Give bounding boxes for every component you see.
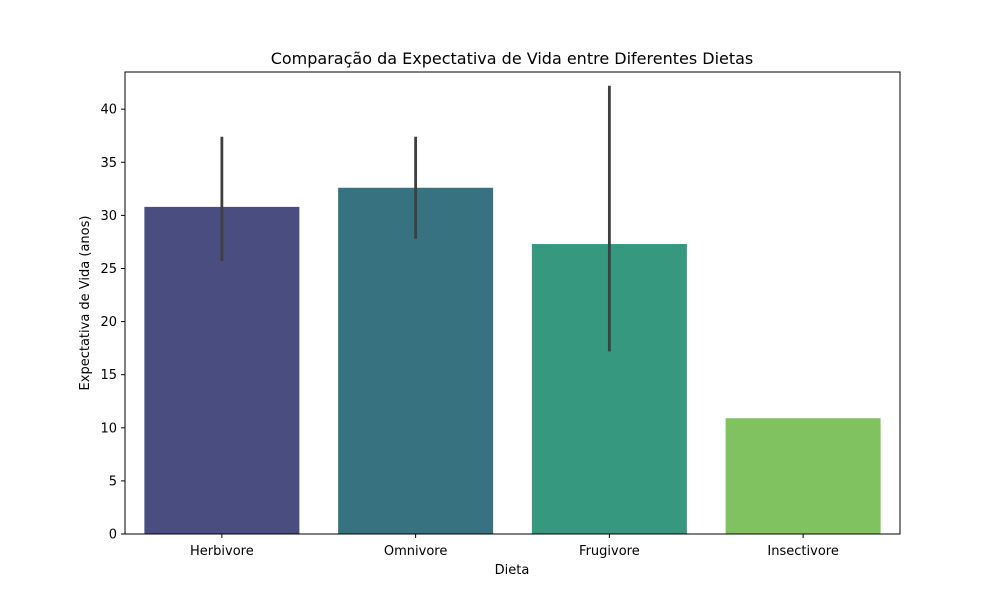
y-tick-label: 10 [100, 421, 117, 436]
bar-herbivore [144, 206, 300, 534]
y-tick-label: 15 [100, 368, 117, 383]
bar-insectivore [725, 418, 881, 534]
x-axis-label: Dieta [495, 563, 530, 578]
y-tick-label: 25 [100, 262, 117, 277]
y-tick-label: 5 [109, 474, 117, 489]
bar-omnivore [338, 187, 494, 535]
y-tick-label: 35 [100, 156, 117, 171]
y-tick-label: 20 [100, 315, 117, 330]
x-tick-label: Herbivore [190, 544, 254, 559]
y-tick-label: 40 [100, 103, 117, 118]
x-tick-label: Omnivore [384, 544, 447, 559]
plot-frame [124, 71, 901, 535]
x-tick-label: Insectivore [767, 544, 838, 559]
plot-area: 0 5 10 15 20 25 30 35 40 Herbivore Omnivore Frugivo… [100, 85, 881, 559]
y-axis-label: Expectativa de Vida (anos) [78, 216, 93, 391]
y-tick-label: 30 [100, 209, 117, 224]
y-tick-label: 0 [109, 528, 117, 543]
chart-title: Comparação da Expectativa de Vida entre … [271, 49, 754, 68]
x-tick-label: Frugivore [579, 544, 640, 559]
